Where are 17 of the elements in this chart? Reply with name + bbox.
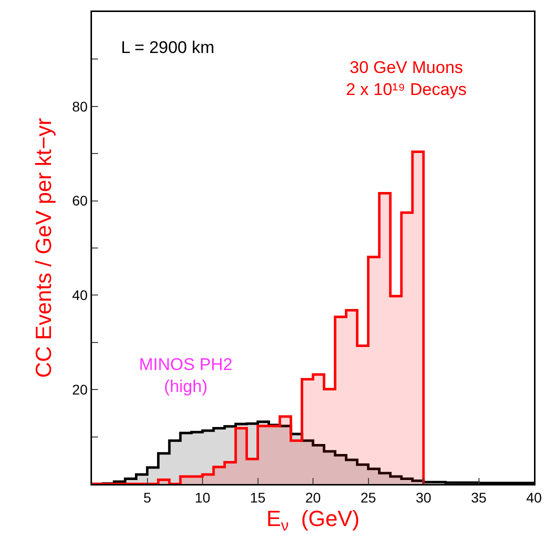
x-tick-label: 10: [194, 489, 210, 506]
x-tick-label: 25: [360, 489, 376, 506]
y-axis-title: CC Events / GeV per kt−yr: [31, 118, 56, 378]
y-tick-label: 40: [72, 287, 88, 304]
y-tick-label: 20: [72, 382, 88, 398]
series-label: MINOS PH2 (high): [139, 355, 233, 396]
x-tick-label: 5: [143, 489, 152, 506]
x-tick-label: 40: [526, 489, 542, 506]
x-tick-label: 15: [250, 489, 266, 506]
y-tick-label: 80: [72, 98, 88, 114]
x-tick-label: 20: [305, 489, 321, 506]
x-axis-title: E$_{ν}$ (GeV): [266, 506, 360, 535]
annotation: L = 2900 km: [121, 38, 214, 57]
text: 30 GeV Muons 2 x 10¹⁹ Decays: [346, 58, 467, 100]
x-tick-label: 35: [470, 489, 487, 506]
y-tick-label: 60: [72, 192, 88, 209]
x-tick-label: 30: [416, 489, 432, 506]
